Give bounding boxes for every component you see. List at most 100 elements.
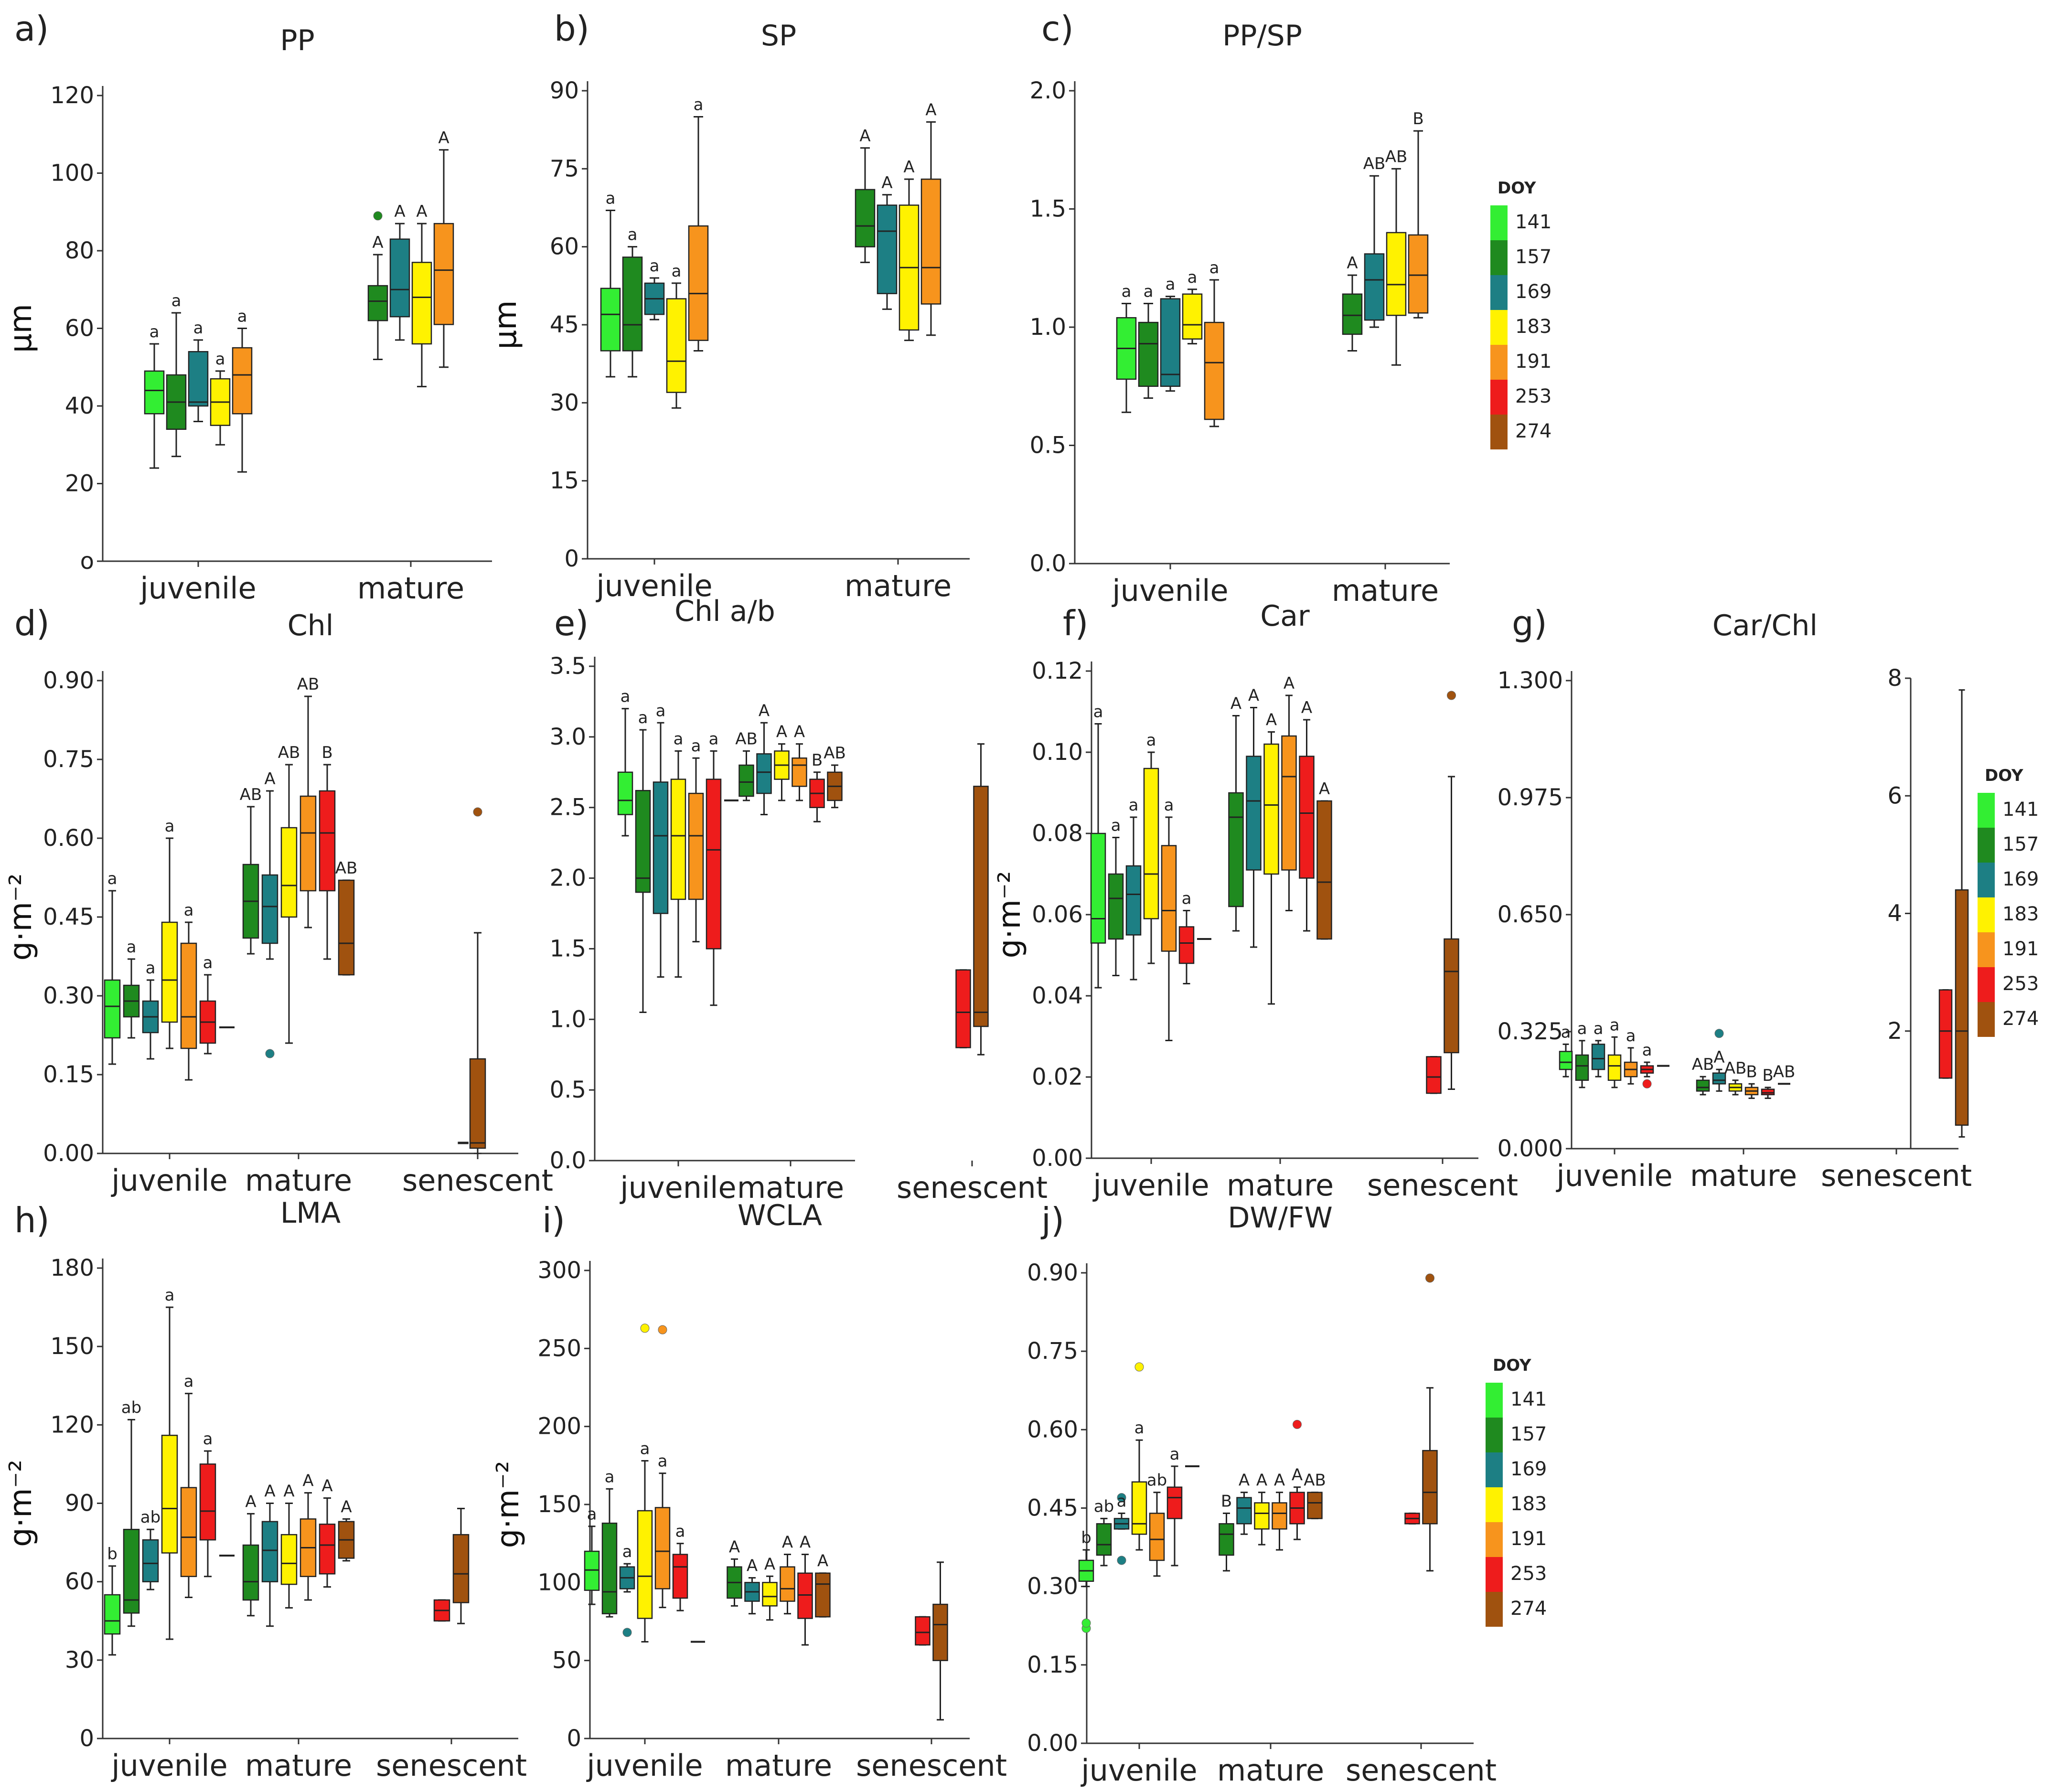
significance-letter: a (694, 95, 704, 114)
significance-letter: AB (240, 785, 262, 804)
outlier-157 (373, 211, 383, 221)
outlier-274 (1447, 691, 1456, 700)
legend-2: DOY 141 157 169 183 191 253 274 (1978, 766, 2039, 1037)
panel-title: Car/Chl (1712, 609, 1818, 642)
legend-label-191: 191 (1510, 1528, 1547, 1550)
box-183 (670, 779, 686, 900)
panel-j: j) DW/FW 0.00 0.15 0.30 0.45 0.60 0.75 0.90 juven… (1027, 1200, 1497, 1788)
box-169 (877, 204, 898, 294)
significance-letter: a (605, 1467, 615, 1486)
y-tick-label: 0.30 (1027, 1573, 1078, 1600)
box-253 (706, 779, 722, 949)
outlier-141 (1081, 1618, 1091, 1628)
box-157 (1138, 321, 1159, 387)
significance-letter: AB (824, 744, 846, 763)
y-tick-label: 100 (537, 1569, 581, 1596)
significance-letter: AB (1773, 1062, 1796, 1081)
significance-letter: a (1166, 275, 1176, 294)
y-tick-label: 0.60 (43, 825, 94, 852)
y-tick-label: 0.5 (1030, 432, 1066, 459)
significance-letter: a (1577, 1019, 1587, 1038)
legend-swatch-274 (1490, 415, 1508, 449)
outlier-169 (1117, 1493, 1126, 1503)
y-tick-label: 45 (550, 311, 579, 338)
significance-letter: a (656, 701, 666, 720)
y-tick-label: 40 (65, 393, 94, 419)
y-tick-label: 1.0 (1030, 314, 1066, 341)
y-tick-label: 0.00 (1027, 1730, 1078, 1757)
box-141 (144, 370, 165, 415)
significance-letter: a (1610, 1015, 1620, 1035)
outlier-253 (1293, 1419, 1302, 1429)
legend-swatch-274 (1486, 1592, 1503, 1627)
box-274 (1955, 889, 1969, 1126)
legend-swatch-253 (1486, 1557, 1503, 1592)
box-141 (1559, 1051, 1573, 1070)
y-tick-label: 0.650 (1498, 901, 1563, 928)
y-tick-label: 1.5 (1030, 196, 1066, 223)
y-tick-label: 0.08 (1032, 820, 1083, 847)
legend-3: DOY 141 157 169 183 191 253 274 (1486, 1356, 1547, 1627)
y-tick-label: 3.0 (550, 724, 586, 750)
x-category-label: juvenile (139, 571, 256, 606)
legend-title: DOY (1985, 766, 2023, 785)
legend-swatch-169 (1486, 1452, 1503, 1487)
significance-letter: a (1594, 1019, 1604, 1038)
box-183 (161, 1434, 178, 1554)
box-183 (1143, 768, 1159, 919)
panel-title: Chl a/b (674, 595, 775, 628)
panel-h: h) LMA 0 30 60 90 120 150 180 juvenile mature senes… (3, 1196, 527, 1783)
significance-letter: A (302, 1472, 313, 1491)
y-tick-label: 180 (50, 1255, 94, 1281)
significance-letter: a (1187, 268, 1198, 287)
panel-letter: h) (14, 1200, 50, 1240)
significance-letter: A (321, 1477, 332, 1496)
significance-letter: A (1274, 1471, 1285, 1490)
y-tick-label: 50 (552, 1647, 581, 1674)
significance-letter: a (203, 953, 213, 972)
significance-letter: A (1347, 254, 1358, 273)
significance-letter: AB (1385, 147, 1408, 166)
significance-letter: a (215, 350, 225, 369)
significance-letter: A (1301, 698, 1312, 717)
panel-letter: c) (1041, 9, 1074, 49)
y-tick-label: 150 (50, 1333, 94, 1360)
box-253 (955, 969, 971, 1048)
y-tick-label: 90 (65, 1490, 94, 1517)
significance-letter: AB (335, 859, 358, 878)
y-tick-label: 0.0 (550, 1147, 586, 1174)
legend-label-141: 141 (1510, 1388, 1547, 1410)
significance-letter: A (1230, 694, 1241, 714)
y-tick-label: 80 (65, 237, 94, 264)
box-183 (1182, 293, 1203, 340)
box-183 (762, 1582, 778, 1607)
y-tick-label: 0.000 (1498, 1135, 1563, 1162)
y-tick-label: 120 (50, 1411, 94, 1438)
significance-letter: A (264, 769, 275, 789)
significance-letter: ab (1094, 1497, 1114, 1516)
box-183 (280, 827, 298, 918)
box-141 (104, 1594, 121, 1635)
y-tick-label: 0.00 (1032, 1145, 1083, 1172)
box-274 (469, 1058, 486, 1149)
box-191 (1408, 234, 1429, 314)
box-157 (635, 789, 651, 893)
box-274 (1316, 800, 1332, 940)
significance-letter: a (709, 729, 719, 748)
significance-letter: a (674, 729, 684, 748)
legend-label-169: 169 (2002, 868, 2039, 890)
significance-letter: ab (140, 1508, 160, 1527)
y-tick-label: 2.5 (550, 794, 586, 821)
y-tick-label: 0.02 (1032, 1064, 1083, 1090)
significance-letter: A (1239, 1471, 1250, 1490)
y-tick-label: 60 (65, 1568, 94, 1595)
box-157 (855, 189, 876, 247)
x-category-label: juvenile (1080, 1753, 1197, 1788)
y2-tick-label: 8 (1887, 665, 1902, 692)
significance-letter: A (782, 1533, 793, 1552)
x-category-label: mature (245, 1748, 352, 1783)
x-category-label: juvenile (1555, 1158, 1672, 1193)
significance-letter: b (107, 1545, 118, 1564)
box-183 (1263, 743, 1279, 875)
box-157 (622, 256, 643, 352)
